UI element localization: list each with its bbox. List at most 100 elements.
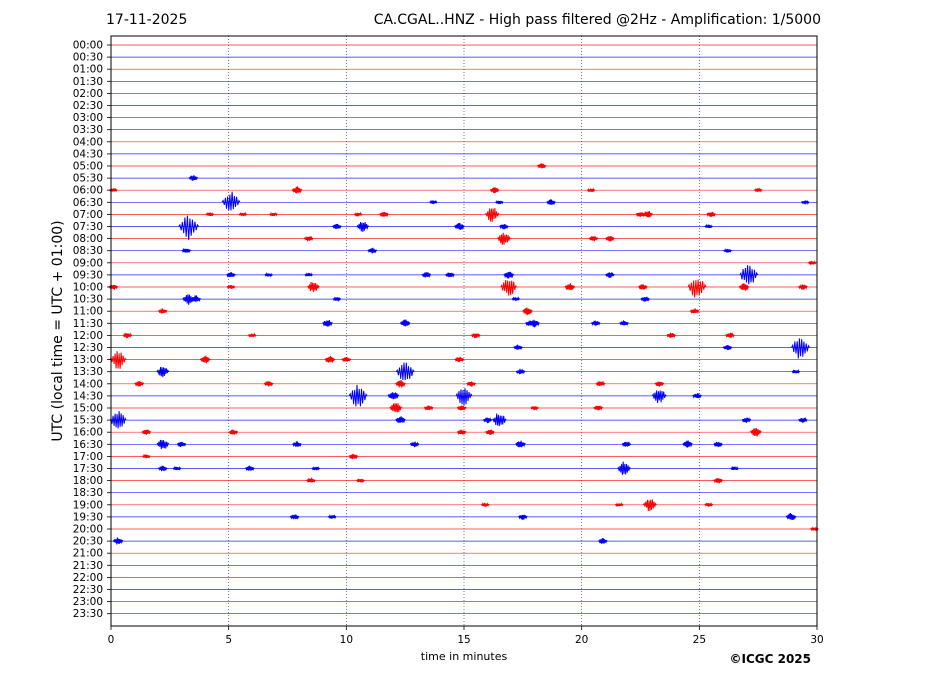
seismic-event [291, 186, 303, 194]
seismic-event [421, 272, 432, 278]
seismic-event [395, 416, 406, 424]
seismic-event [157, 308, 168, 314]
y-tick-label: 18:00 [73, 475, 103, 487]
y-tick-label: 07:00 [73, 209, 103, 221]
seismic-event [500, 280, 518, 296]
y-tick-label: 22:30 [73, 584, 103, 596]
seismic-event [529, 319, 540, 328]
seismic-event [141, 429, 152, 435]
seismic-event [178, 215, 200, 241]
seismic-event [564, 283, 576, 291]
seismic-event [455, 388, 473, 406]
seismic-event [244, 465, 255, 472]
seismic-event [590, 320, 601, 327]
seismic-event [497, 232, 511, 245]
seismic-event [513, 344, 523, 350]
seismic-event [546, 199, 556, 205]
seismic-event [749, 427, 762, 437]
y-tick-label: 00:00 [73, 40, 103, 52]
seismic-event [379, 211, 389, 218]
seismic-event [456, 405, 467, 411]
trace-rows [111, 44, 817, 615]
seismic-event [181, 247, 192, 254]
seismic-event [247, 332, 257, 338]
x-axis-label: time in minutes [421, 650, 508, 663]
y-tick-label: 03:30 [73, 124, 103, 136]
y-tick-label: 07:30 [73, 221, 103, 233]
seismic-event [353, 211, 363, 218]
seismic-event [356, 221, 370, 232]
x-tick-label: 10 [340, 634, 353, 646]
seismic-event [491, 413, 507, 427]
y-tick-label: 09:30 [73, 269, 103, 281]
seismic-event [176, 441, 187, 447]
y-tick-label: 15:00 [73, 403, 103, 415]
y-tick-label: 04:00 [73, 136, 103, 148]
seismic-event [522, 307, 533, 316]
seismic-event [264, 271, 273, 278]
y-tick-label: 17:30 [73, 463, 103, 475]
seismic-event [292, 441, 302, 448]
seismic-event [738, 283, 750, 291]
x-tick-label: 15 [457, 634, 470, 646]
y-axis-label: UTC (local time = UTC + 01:00) [50, 220, 66, 441]
seismic-event [289, 514, 300, 520]
seismic-event [517, 514, 528, 520]
seismic-event [503, 271, 515, 279]
seismic-event [356, 477, 365, 484]
chart-date: 17-11-2025 [106, 12, 187, 28]
seismic-event [188, 175, 199, 181]
seismic-event [303, 235, 314, 242]
seismic-event [456, 429, 467, 436]
seismic-event [306, 477, 316, 483]
seismic-event [228, 429, 239, 435]
seismic-event [713, 478, 724, 484]
seismic-event [654, 381, 665, 387]
seismic-event [221, 191, 241, 211]
y-tick-label: 12:30 [73, 342, 103, 354]
seismic-event [723, 248, 732, 253]
seismic-event [341, 357, 352, 362]
x-tick-label: 30 [810, 634, 823, 646]
y-tick-label: 21:00 [73, 548, 103, 560]
seismic-event [598, 538, 608, 544]
y-tick-label: 11:00 [73, 306, 103, 318]
y-tick-label: 20:00 [73, 524, 103, 536]
y-tick-label: 00:30 [73, 52, 103, 64]
seismic-event [172, 465, 182, 471]
seismic-event [640, 296, 650, 302]
seismic-event [238, 211, 248, 217]
y-tick-label: 21:30 [73, 560, 103, 572]
seismic-event [791, 338, 810, 359]
seismic-event [704, 501, 714, 507]
y-tick-label: 23:30 [73, 608, 103, 620]
seismic-event [389, 402, 403, 413]
seismic-event [798, 284, 808, 290]
seismic-event [112, 537, 124, 545]
seismic-event [332, 296, 342, 302]
y-tick-label: 02:30 [73, 100, 103, 112]
seismic-event [808, 259, 817, 266]
y-tick-label: 16:00 [73, 427, 103, 439]
seismic-event [142, 453, 151, 459]
seismic-event [307, 282, 320, 292]
seismic-event [605, 272, 615, 278]
seismic-event [226, 284, 236, 290]
y-tick-label: 02:00 [73, 88, 103, 100]
seismic-event [304, 272, 313, 277]
y-tick-label: 14:00 [73, 378, 103, 390]
x-tick-label: 25 [693, 634, 706, 646]
y-tick-label: 10:30 [73, 294, 103, 306]
seismic-event [753, 187, 763, 193]
chart-title: CA.CGAL..HNZ - High pass filtered @2Hz -… [374, 12, 821, 28]
seismic-event [689, 308, 700, 314]
y-tick-label: 03:00 [73, 112, 103, 124]
seismic-event [588, 236, 599, 242]
seismic-event [322, 320, 333, 327]
y-tick-label: 06:30 [73, 197, 103, 209]
y-tick-label: 01:00 [73, 64, 103, 76]
seismic-event [485, 429, 495, 435]
y-tick-label: 08:00 [73, 233, 103, 245]
y-tick-label: 12:00 [73, 330, 103, 342]
y-tick-label: 22:00 [73, 572, 103, 584]
